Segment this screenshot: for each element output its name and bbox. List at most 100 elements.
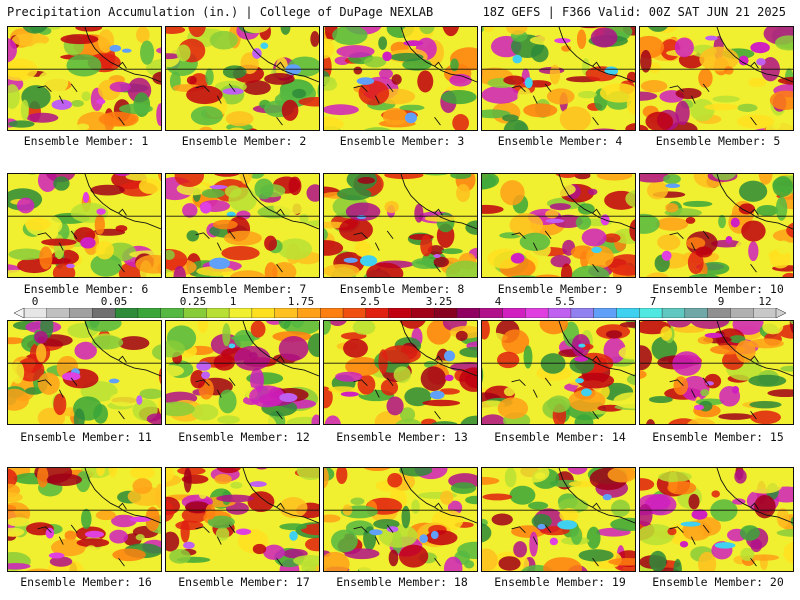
color-legend: 0 0.05 0.25 1 1.75 2.5 3.25 4 5.5 7 9 12 bbox=[14, 296, 786, 318]
legend-color-bin bbox=[411, 308, 435, 318]
legend-tick-label: 5.5 bbox=[555, 295, 575, 308]
legend-color-bin bbox=[707, 308, 731, 318]
precip-field bbox=[482, 468, 635, 571]
legend-tick-label: 4 bbox=[494, 295, 502, 308]
legend-color-bin bbox=[433, 308, 458, 318]
precip-field bbox=[166, 174, 319, 277]
ensemble-member-label: Ensemble Member: 1 bbox=[23, 134, 149, 148]
coastline bbox=[669, 27, 793, 126]
legend-tick-label: 0 bbox=[31, 295, 39, 308]
ensemble-member-label: Ensemble Member: 10 bbox=[652, 282, 784, 296]
coastline bbox=[195, 27, 319, 126]
ensemble-member-map bbox=[481, 467, 636, 572]
coastline bbox=[195, 468, 319, 567]
legend-color-bin bbox=[388, 308, 412, 318]
ensemble-member-label: Ensemble Member: 19 bbox=[494, 575, 626, 589]
legend-color-bin bbox=[342, 308, 367, 318]
ensemble-member-label: Ensemble Member: 3 bbox=[339, 134, 465, 148]
precip-field bbox=[166, 468, 319, 571]
ensemble-member-label: Ensemble Member: 5 bbox=[655, 134, 781, 148]
ensemble-member-map bbox=[165, 320, 320, 425]
precip-field bbox=[324, 321, 477, 424]
precip-field bbox=[640, 321, 793, 424]
precip-field bbox=[482, 27, 635, 130]
precip-field bbox=[640, 174, 793, 277]
ensemble-member-label: Ensemble Member: 4 bbox=[497, 134, 623, 148]
ensemble-member-map bbox=[481, 26, 636, 131]
run-valid-time: 18Z GEFS | F366 Valid: 00Z SAT JUN 21 20… bbox=[482, 5, 786, 19]
legend-tick-label: 1 bbox=[229, 295, 237, 308]
legend-tick-label: 3.25 bbox=[425, 295, 453, 308]
ensemble-member-map bbox=[7, 320, 162, 425]
legend-color-bin bbox=[183, 308, 207, 318]
ensemble-member-map bbox=[165, 26, 320, 131]
legend-color-bar bbox=[14, 308, 786, 318]
ensemble-member-label: Ensemble Member: 13 bbox=[336, 430, 468, 444]
ensemble-member-map bbox=[481, 173, 636, 278]
coastline bbox=[669, 174, 793, 273]
legend-color-bin bbox=[570, 308, 595, 318]
coastline bbox=[511, 27, 635, 126]
legend-color-bin bbox=[206, 308, 230, 318]
legend-color-bin bbox=[684, 308, 709, 318]
precip-field bbox=[166, 27, 319, 130]
coastline bbox=[353, 468, 477, 567]
ensemble-member-map bbox=[323, 173, 478, 278]
ensemble-member-map bbox=[481, 320, 636, 425]
coastline bbox=[669, 321, 793, 420]
legend-tick-label: 1.75 bbox=[287, 295, 315, 308]
legend-color-bin bbox=[274, 308, 298, 318]
legend-color-bin bbox=[251, 308, 276, 318]
legend-max-arrow bbox=[775, 308, 786, 318]
ensemble-member-label: Ensemble Member: 14 bbox=[494, 430, 626, 444]
legend-color-bin bbox=[46, 308, 71, 318]
coastline bbox=[511, 174, 635, 273]
ensemble-member-map bbox=[639, 26, 794, 131]
legend-color-bin bbox=[616, 308, 640, 318]
ensemble-member-map bbox=[639, 320, 794, 425]
legend-tick-label: 0.05 bbox=[100, 295, 128, 308]
precip-field bbox=[640, 27, 793, 130]
legend-color-bin bbox=[69, 308, 93, 318]
ensemble-member-map bbox=[165, 467, 320, 572]
legend-color-bin bbox=[160, 308, 185, 318]
legend-color-bin bbox=[137, 308, 162, 318]
ensemble-member-map bbox=[323, 467, 478, 572]
precip-field bbox=[166, 321, 319, 424]
ensemble-member-label: Ensemble Member: 17 bbox=[178, 575, 310, 589]
coastline bbox=[195, 174, 319, 273]
precip-field bbox=[8, 468, 161, 571]
legend-color-bin bbox=[661, 308, 686, 318]
coastline bbox=[353, 321, 477, 420]
precip-field bbox=[8, 27, 161, 130]
precip-field bbox=[640, 468, 793, 571]
ensemble-member-label: Ensemble Member: 6 bbox=[23, 282, 149, 296]
legend-color-bin bbox=[228, 308, 253, 318]
legend-color-bin bbox=[320, 308, 344, 318]
legend-tick-label: 0.25 bbox=[179, 295, 207, 308]
coastline bbox=[37, 27, 161, 126]
coastline bbox=[37, 174, 161, 273]
ensemble-member-label: Ensemble Member: 18 bbox=[336, 575, 468, 589]
coastline bbox=[353, 27, 477, 126]
ensemble-member-map bbox=[639, 173, 794, 278]
coastline bbox=[669, 468, 793, 567]
precip-field bbox=[482, 174, 635, 277]
precip-field bbox=[482, 321, 635, 424]
ensemble-member-map bbox=[7, 26, 162, 131]
legend-color-bin bbox=[502, 308, 526, 318]
legend-color-bin bbox=[547, 308, 572, 318]
ensemble-member-map bbox=[7, 173, 162, 278]
precip-field bbox=[324, 174, 477, 277]
precip-field bbox=[8, 321, 161, 424]
legend-tick-label: 2.5 bbox=[360, 295, 380, 308]
ensemble-member-label: Ensemble Member: 8 bbox=[339, 282, 465, 296]
ensemble-member-label: Ensemble Member: 20 bbox=[652, 575, 784, 589]
legend-color-bin bbox=[365, 308, 390, 318]
legend-color-bin bbox=[297, 308, 321, 318]
ensemble-member-label: Ensemble Member: 15 bbox=[652, 430, 784, 444]
ensemble-member-label: Ensemble Member: 2 bbox=[181, 134, 307, 148]
coastline bbox=[511, 321, 635, 420]
legend-color-bin bbox=[593, 308, 617, 318]
legend-color-bin bbox=[456, 308, 481, 318]
